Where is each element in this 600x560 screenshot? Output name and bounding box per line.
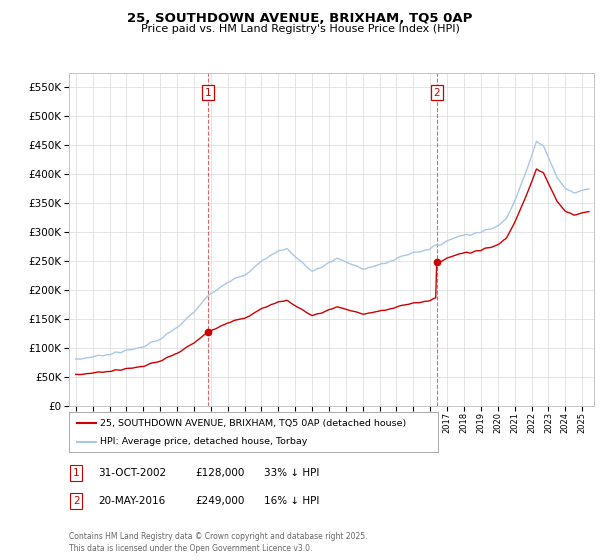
- Text: 1: 1: [73, 468, 80, 478]
- Text: 25, SOUTHDOWN AVENUE, BRIXHAM, TQ5 0AP (detached house): 25, SOUTHDOWN AVENUE, BRIXHAM, TQ5 0AP (…: [100, 418, 407, 427]
- Text: Contains HM Land Registry data © Crown copyright and database right 2025.
This d: Contains HM Land Registry data © Crown c…: [69, 533, 367, 553]
- Text: 25, SOUTHDOWN AVENUE, BRIXHAM, TQ5 0AP: 25, SOUTHDOWN AVENUE, BRIXHAM, TQ5 0AP: [127, 12, 473, 25]
- Text: 31-OCT-2002: 31-OCT-2002: [98, 468, 166, 478]
- Text: 1: 1: [205, 88, 211, 98]
- Text: 33% ↓ HPI: 33% ↓ HPI: [264, 468, 319, 478]
- Text: 2: 2: [433, 88, 440, 98]
- Text: £249,000: £249,000: [195, 496, 244, 506]
- Text: 16% ↓ HPI: 16% ↓ HPI: [264, 496, 319, 506]
- Text: 2: 2: [73, 496, 80, 506]
- Text: 20-MAY-2016: 20-MAY-2016: [98, 496, 165, 506]
- Text: Price paid vs. HM Land Registry's House Price Index (HPI): Price paid vs. HM Land Registry's House …: [140, 24, 460, 34]
- Text: £128,000: £128,000: [195, 468, 244, 478]
- Text: HPI: Average price, detached house, Torbay: HPI: Average price, detached house, Torb…: [100, 437, 308, 446]
